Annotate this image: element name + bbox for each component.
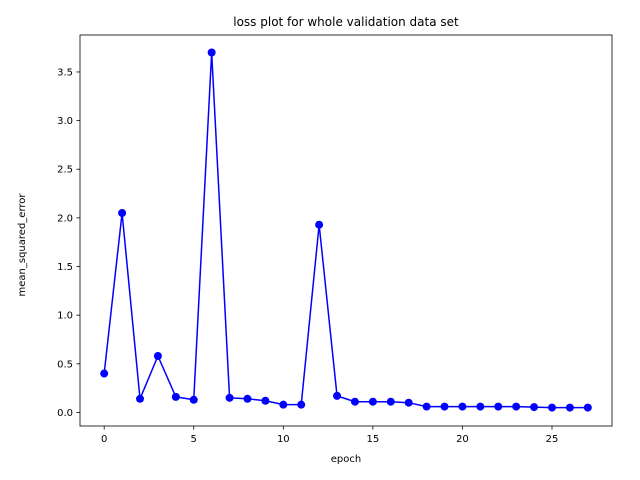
data-point [530, 403, 539, 412]
data-point [368, 397, 377, 406]
y-tick-label: 2.0 [57, 213, 73, 224]
y-tick-label: 1.5 [57, 262, 73, 273]
data-point [153, 352, 162, 361]
data-point [315, 220, 324, 229]
data-point [422, 402, 431, 411]
plot-frame [79, 34, 613, 427]
y-axis-label: mean_squared_error [17, 193, 28, 297]
plot-area: 0 5 10 15 20 25 0.0 0.5 1.0 1.5 2.0 2.5 3.0 3.5 [57, 34, 613, 445]
x-tick-label: 10 [277, 434, 290, 445]
y-tick-label: 0.0 [57, 408, 73, 419]
data-point [512, 402, 521, 411]
data-point [565, 403, 574, 412]
data-point [333, 391, 342, 400]
data-point [350, 397, 359, 406]
data-point [404, 398, 413, 407]
data-point [118, 209, 127, 218]
y-tick-label: 3.0 [57, 116, 73, 127]
y-tick-label: 1.0 [57, 311, 73, 322]
data-point [440, 402, 449, 411]
y-tick-label: 3.5 [57, 67, 73, 78]
data-point [261, 396, 270, 405]
x-tick-label: 5 [191, 434, 197, 445]
data-point [279, 400, 288, 409]
x-tick-label: 20 [456, 434, 469, 445]
chart-title: loss plot for whole validation data set [233, 15, 459, 29]
data-point [225, 393, 234, 402]
data-point [189, 395, 198, 404]
data-point [458, 402, 467, 411]
x-tick-label: 25 [546, 434, 559, 445]
data-point [583, 403, 592, 412]
data-point [297, 400, 306, 409]
y-tick-label: 2.5 [57, 165, 73, 176]
x-tick-label: 15 [367, 434, 380, 445]
data-point [207, 48, 216, 57]
data-point [386, 397, 395, 406]
data-point [100, 369, 109, 378]
series-line [103, 51, 588, 409]
data-point [547, 403, 556, 412]
data-point [136, 394, 145, 403]
x-tick-label: 0 [101, 434, 107, 445]
data-point [171, 392, 180, 401]
x-axis-label: epoch [331, 454, 361, 465]
y-tick-label: 0.5 [57, 359, 73, 370]
data-point [494, 402, 503, 411]
data-point [476, 402, 485, 411]
data-point [243, 394, 252, 403]
